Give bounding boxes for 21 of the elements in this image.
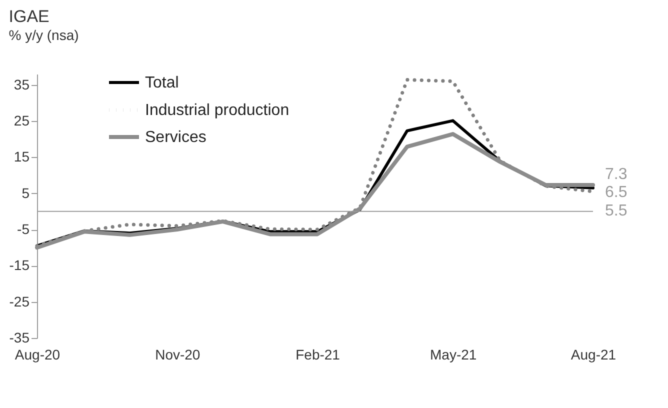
- y-tick-label: -35: [9, 330, 30, 346]
- x-tick-label: Nov-20: [155, 346, 200, 362]
- annotation: 7.3: [605, 166, 628, 184]
- x-tick-label: May-21: [430, 346, 477, 362]
- x-tick-label: Feb-21: [296, 346, 340, 362]
- x-tick-label: Aug-20: [14, 346, 60, 362]
- annotation: 5.5: [605, 202, 628, 220]
- y-tick-label: -25: [9, 293, 30, 310]
- legend-label: Industrial production: [145, 102, 290, 119]
- y-tick-label: 15: [14, 148, 30, 165]
- y-tick-label: 25: [14, 112, 30, 129]
- chart-subtitle: % y/y (nsa): [8, 27, 79, 43]
- annotation: 6.5: [605, 184, 628, 201]
- x-tick-label: Aug-21: [570, 346, 616, 362]
- legend-label: Services: [145, 129, 206, 146]
- chart-title: IGAE: [8, 7, 50, 26]
- legend-label: Total: [145, 74, 179, 92]
- y-tick-label: 35: [14, 76, 30, 92]
- y-tick-label: -15: [9, 257, 30, 274]
- y-tick-label: 5: [22, 184, 30, 201]
- y-tick-label: -5: [17, 221, 30, 238]
